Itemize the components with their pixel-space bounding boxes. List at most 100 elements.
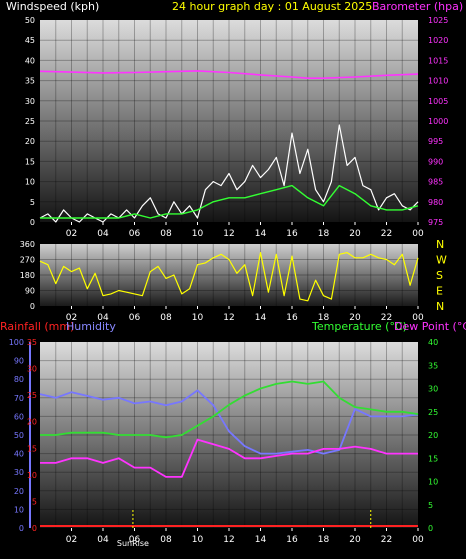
baro-y-tick-label: 1025 (428, 16, 448, 25)
x-tick-label: 14 (255, 229, 267, 239)
baro-y-tick-label: 1015 (428, 56, 448, 65)
wind-y-tick-label: 10 (25, 178, 35, 187)
humidity-y-tick-label: 60 (14, 412, 24, 421)
dir-y-tick-label: 90 (25, 287, 35, 296)
x-tick-label: 08 (160, 535, 172, 545)
temp-y-tick-label: 10 (428, 478, 438, 487)
temp-panel-bg (40, 342, 418, 528)
dewpoint-axis-title: Dew Point (°C) (394, 320, 466, 333)
barometer-line (39, 70, 419, 79)
x-tick-label: 12 (223, 535, 234, 545)
x-tick-label: 00 (412, 535, 424, 545)
x-tick-label: 18 (318, 229, 330, 239)
x-tick-label: 20 (349, 535, 361, 545)
baro-y-tick-label: 990 (428, 157, 443, 166)
humidity-y-tick-label: 10 (14, 505, 24, 514)
wind-y-tick-label: 35 (25, 77, 35, 86)
humidity-y-tick-label: 100 (9, 338, 24, 347)
baro-y-tick-label: 995 (428, 137, 443, 146)
rain-y-tick-label: 0 (32, 524, 37, 533)
x-tick-label: 08 (160, 229, 172, 239)
graph-title: 24 hour graph day : 01 August 2025 (172, 0, 372, 13)
baro-y-tick-label: 1000 (428, 117, 448, 126)
compass-label: N (436, 300, 444, 313)
compass-label: S (436, 269, 443, 282)
humidity-y-tick-label: 30 (14, 468, 24, 477)
wind-direction-line (39, 252, 419, 302)
wind-y-tick-label: 45 (25, 36, 35, 45)
x-tick-label: 14 (255, 313, 267, 323)
rain-y-tick-label: 20 (27, 418, 37, 427)
x-tick-label: 20 (349, 229, 361, 239)
baro-y-tick-label: 1010 (428, 77, 448, 86)
wind-y-tick-label: 40 (25, 56, 35, 65)
x-tick-label: 18 (318, 313, 330, 323)
rainfall-axis-title: Rainfall (mm) (0, 320, 74, 333)
x-tick-label: 16 (286, 313, 298, 323)
dir-y-tick-label: 180 (20, 271, 35, 280)
x-tick-label: 22 (381, 229, 392, 239)
rain-y-tick-label: 25 (27, 391, 37, 400)
x-tick-label: 12 (223, 229, 234, 239)
x-tick-label: 10 (192, 313, 204, 323)
temp-y-tick-label: 40 (428, 338, 438, 347)
temp-y-tick-label: 30 (428, 385, 438, 394)
x-tick-label: 12 (223, 313, 234, 323)
x-tick-label: 14 (255, 535, 267, 545)
wind-y-tick-label: 15 (25, 157, 35, 166)
temp-y-tick-label: 25 (428, 408, 438, 417)
x-tick-label: 08 (160, 313, 172, 323)
x-tick-label: 22 (381, 535, 392, 545)
x-tick-label: 04 (97, 313, 109, 323)
dir-y-tick-label: 360 (20, 240, 35, 249)
baro-y-tick-label: 1005 (428, 97, 448, 106)
x-tick-label: 18 (318, 535, 330, 545)
x-tick-label: 22 (381, 313, 392, 323)
barometer-axis-title: Barometer (hpa) (372, 0, 463, 13)
dir-y-tick-label: 0 (30, 302, 35, 311)
rain-y-tick-label: 10 (27, 471, 37, 480)
windspeed-axis-title: Windspeed (kph) (6, 0, 99, 13)
humidity-line (39, 389, 419, 455)
x-tick-label: 06 (129, 313, 141, 323)
humidity-axis-title: Humidity (66, 320, 116, 333)
baro-y-tick-label: 985 (428, 178, 443, 187)
rain-y-tick-label: 30 (27, 365, 37, 374)
x-tick-label: 02 (66, 313, 77, 323)
temperature-line (40, 380, 419, 439)
temperature-axis-title: Temperature (°C) (311, 320, 407, 333)
x-tick-label: 06 (129, 229, 141, 239)
temp-y-tick-label: 35 (428, 361, 438, 370)
wind-y-tick-label: 20 (25, 137, 35, 146)
humidity-y-tick-label: 40 (14, 450, 24, 459)
sunrise-label: SunRise (117, 539, 149, 548)
wind-average-line (40, 184, 419, 219)
baro-y-tick-label: 980 (428, 198, 443, 207)
baro-y-tick-label: 1020 (428, 36, 448, 45)
baro-y-tick-label: 975 (428, 218, 443, 227)
humidity-y-tick-label: 50 (14, 431, 24, 440)
x-tick-label: 02 (66, 535, 77, 545)
temperature-panel: 0102030405060708090100051015202530350510… (9, 338, 438, 548)
x-tick-label: 00 (412, 229, 424, 239)
temp-y-tick-label: 20 (428, 431, 438, 440)
humidity-y-tick-label: 80 (14, 375, 24, 384)
dir-y-tick-label: 270 (20, 256, 35, 265)
rain-y-tick-label: 35 (27, 338, 37, 347)
compass-label: N (436, 238, 444, 251)
wind-y-tick-label: 0 (30, 218, 35, 227)
x-tick-label: 20 (349, 313, 361, 323)
humidity-y-tick-label: 90 (14, 357, 24, 366)
compass-label: E (436, 285, 443, 298)
temp-y-tick-label: 15 (428, 454, 438, 463)
wind-y-tick-label: 30 (25, 97, 35, 106)
rain-y-tick-label: 15 (27, 444, 37, 453)
x-tick-label: 16 (286, 229, 298, 239)
x-tick-label: 10 (192, 229, 204, 239)
dew-point-line (40, 438, 418, 478)
humidity-y-tick-label: 0 (19, 524, 24, 533)
humidity-y-tick-label: 20 (14, 487, 24, 496)
wind-y-tick-label: 5 (30, 198, 35, 207)
